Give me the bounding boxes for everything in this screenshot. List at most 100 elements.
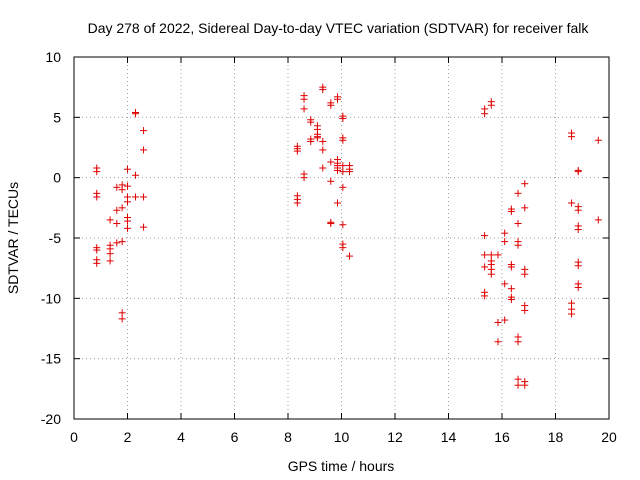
data-point: [132, 110, 140, 118]
grid-lines: [74, 57, 609, 419]
data-point: [327, 101, 335, 109]
data-point: [574, 206, 582, 214]
data-point: [124, 165, 131, 173]
data-point: [339, 244, 347, 252]
data-point: [494, 318, 502, 326]
y-tick-label: -5: [49, 230, 62, 246]
data-point: [494, 251, 502, 259]
data-point: [118, 315, 126, 323]
data-point: [93, 168, 101, 176]
data-point: [113, 183, 121, 191]
data-point: [118, 309, 126, 317]
data-point: [339, 162, 347, 170]
data-point: [106, 216, 114, 224]
data-point: [507, 263, 515, 271]
data-point: [521, 270, 529, 278]
data-point: [307, 118, 315, 126]
data-point: [574, 262, 582, 270]
x-tick-label: 14: [441, 429, 457, 445]
data-point: [313, 134, 321, 142]
data-point: [594, 136, 602, 144]
data-point: [574, 226, 582, 234]
data-point: [113, 239, 121, 247]
data-point: [594, 216, 602, 224]
data-point: [113, 220, 121, 228]
data-point: [346, 168, 354, 176]
data-point: [481, 232, 489, 240]
data-point: [106, 257, 114, 265]
data-point: [481, 110, 489, 118]
data-point: [339, 115, 347, 123]
data-point: [487, 251, 495, 259]
x-tick-label: 8: [284, 429, 292, 445]
data-point: [140, 146, 148, 154]
data-point: [507, 285, 515, 293]
x-tick-label: 2: [124, 429, 132, 445]
data-point: [319, 137, 327, 145]
data-point: [132, 171, 140, 179]
data-point: [140, 193, 148, 201]
data-point: [327, 158, 335, 166]
data-point: [124, 224, 131, 232]
data-point: [93, 246, 101, 254]
data-point: [327, 220, 335, 228]
data-point: [521, 306, 529, 314]
data-point: [300, 105, 308, 113]
data-point: [339, 136, 347, 144]
data-point: [339, 168, 347, 176]
data-point: [481, 251, 489, 259]
data-point: [514, 241, 522, 249]
data-point: [501, 229, 509, 237]
data-point: [574, 168, 582, 176]
axes: 0 2 4 6 8 10 12 14 16 18 20 -20 -15 -10 -5 0 5 10: [41, 49, 617, 445]
data-point: [293, 147, 301, 155]
x-tick-label: 10: [334, 429, 350, 445]
data-point: [300, 174, 308, 182]
y-tick-label: 5: [53, 109, 61, 125]
data-point: [507, 296, 515, 304]
data-point: [132, 193, 140, 201]
data-point: [319, 164, 327, 172]
data-point: [568, 310, 576, 318]
data-point: [481, 263, 489, 271]
x-tick-label: 18: [548, 429, 564, 445]
y-tick-label: 10: [45, 49, 61, 65]
y-tick-label: -20: [41, 411, 61, 427]
data-point: [93, 259, 101, 267]
data-point: [124, 182, 131, 190]
data-point: [574, 283, 582, 291]
x-axis-title: GPS time / hours: [288, 458, 395, 474]
data-point: [307, 137, 315, 145]
y-tick-label: 0: [53, 170, 61, 186]
data-point: [113, 206, 121, 214]
data-point: [487, 270, 495, 278]
data-point: [319, 86, 327, 94]
data-point: [333, 95, 341, 103]
data-point: [481, 292, 489, 300]
x-tick-label: 12: [387, 429, 403, 445]
data-point: [300, 95, 308, 103]
data-point: [333, 166, 341, 174]
data-point: [339, 221, 347, 229]
data-point: [501, 280, 509, 288]
data-point: [514, 338, 522, 346]
data-point: [514, 381, 522, 389]
data-point: [568, 199, 576, 207]
data-point: [507, 207, 515, 215]
data-point: [514, 189, 522, 197]
data-point: [487, 101, 495, 109]
data-point: [501, 316, 509, 324]
data-point: [568, 133, 576, 141]
data-point: [521, 180, 529, 188]
y-tick-label: -15: [41, 351, 61, 367]
data-point: [501, 238, 509, 246]
data-point: [118, 186, 126, 194]
data-point: [106, 250, 114, 258]
data-point: [327, 177, 335, 185]
data-point: [140, 223, 148, 231]
data-point: [494, 338, 502, 346]
data-point: [333, 199, 341, 207]
